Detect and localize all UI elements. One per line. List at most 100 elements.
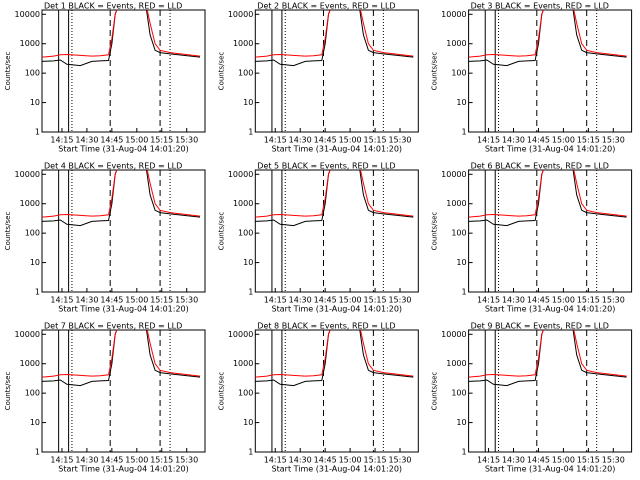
y-tick-label: 10 bbox=[243, 98, 253, 107]
x-tick-label: 14:15 bbox=[264, 296, 287, 305]
x-tick-label: 15:15 bbox=[364, 136, 387, 145]
x-tick-label: 15:30 bbox=[175, 456, 198, 465]
x-tick-label: 15:30 bbox=[602, 296, 625, 305]
y-axis-label: Counts/sec bbox=[4, 372, 12, 411]
x-tick-label: 14:45 bbox=[314, 296, 337, 305]
x-tick-label: 14:45 bbox=[100, 296, 123, 305]
x-tick-label: 14:30 bbox=[502, 136, 525, 145]
x-tick-label: 15:00 bbox=[339, 296, 362, 305]
y-tick-label: 10 bbox=[243, 418, 253, 427]
y-tick-label: 1000 bbox=[20, 199, 40, 208]
y-tick-label: 10 bbox=[456, 98, 466, 107]
x-axis-label: Start Time (31-Aug-04 14:01:20) bbox=[272, 145, 403, 154]
x-tick-label: 15:15 bbox=[150, 136, 173, 145]
y-tick-label: 100 bbox=[25, 69, 40, 78]
x-tick-label: 15:00 bbox=[125, 136, 148, 145]
panel: 1 10 100 1000 10000 14:15 14:30 14:45 15:00 15:15… bbox=[431, 2, 633, 154]
y-tick-label: 10000 bbox=[15, 10, 40, 19]
plot-frame bbox=[468, 169, 633, 293]
plot-frame bbox=[41, 169, 206, 293]
panel-title: Det 4 BLACK = Events, RED = LLD bbox=[44, 162, 182, 171]
x-axis-label: Start Time (31-Aug-04 14:01:20) bbox=[272, 465, 403, 474]
series-line bbox=[255, 10, 414, 67]
x-tick-label: 14:15 bbox=[264, 136, 287, 145]
y-axis-label: Counts/sec bbox=[431, 52, 439, 91]
x-tick-label: 14:30 bbox=[75, 136, 98, 145]
series-line bbox=[255, 170, 414, 218]
x-tick-label: 15:15 bbox=[577, 296, 600, 305]
plot-content bbox=[255, 330, 414, 452]
series-line bbox=[468, 10, 627, 58]
plot-frame bbox=[254, 169, 419, 293]
y-tick-label: 100 bbox=[25, 229, 40, 238]
y-tick-label: 100 bbox=[238, 229, 253, 238]
x-tick-label: 15:15 bbox=[364, 456, 387, 465]
x-tick-label: 14:15 bbox=[477, 456, 500, 465]
x-tick-label: 14:15 bbox=[264, 456, 287, 465]
y-tick-label: 1 bbox=[462, 288, 467, 297]
x-tick-label: 14:45 bbox=[100, 136, 123, 145]
x-tick-label: 15:30 bbox=[602, 136, 625, 145]
y-tick-label: 10000 bbox=[15, 170, 40, 179]
panel-title: Det 1 BLACK = Events, RED = LLD bbox=[44, 2, 182, 11]
series-line bbox=[468, 170, 627, 218]
x-tick-label: 14:15 bbox=[477, 136, 500, 145]
series-line bbox=[255, 170, 414, 227]
y-tick-label: 100 bbox=[238, 389, 253, 398]
y-tick-label: 10 bbox=[243, 258, 253, 267]
x-tick-label: 14:15 bbox=[50, 136, 73, 145]
plot-content bbox=[255, 170, 414, 292]
series-line bbox=[255, 330, 414, 378]
panel: 1 10 100 1000 10000 14:15 14:30 14:45 15:00 15:15… bbox=[431, 162, 633, 314]
y-tick-label: 1 bbox=[462, 128, 467, 137]
y-tick-label: 1000 bbox=[233, 39, 253, 48]
series-line bbox=[468, 10, 627, 67]
series-line bbox=[255, 10, 414, 58]
y-tick-label: 10000 bbox=[228, 330, 253, 339]
plot-content bbox=[468, 170, 627, 292]
plot-content bbox=[42, 10, 201, 132]
series-line bbox=[42, 170, 201, 218]
panel-title: Det 7 BLACK = Events, RED = LLD bbox=[44, 322, 182, 331]
series-line bbox=[468, 330, 627, 378]
panel: 1 10 100 1000 10000 14:15 14:30 14:45 15:00 15:15… bbox=[4, 162, 206, 314]
y-tick-label: 1 bbox=[248, 448, 253, 457]
x-tick-label: 15:15 bbox=[150, 456, 173, 465]
x-axis-label: Start Time (31-Aug-04 14:01:20) bbox=[58, 465, 189, 474]
y-tick-label: 10000 bbox=[228, 170, 253, 179]
y-tick-label: 10000 bbox=[441, 170, 466, 179]
y-axis-label: Counts/sec bbox=[4, 52, 12, 91]
x-tick-label: 15:00 bbox=[339, 136, 362, 145]
x-tick-label: 15:30 bbox=[175, 136, 198, 145]
panel-title: Det 9 BLACK = Events, RED = LLD bbox=[471, 322, 609, 331]
y-tick-label: 1 bbox=[462, 448, 467, 457]
x-tick-label: 14:45 bbox=[527, 456, 550, 465]
y-tick-label: 10000 bbox=[441, 10, 466, 19]
plot-content bbox=[255, 10, 414, 132]
x-tick-label: 14:45 bbox=[527, 296, 550, 305]
x-tick-label: 15:30 bbox=[175, 296, 198, 305]
series-line bbox=[468, 170, 627, 227]
y-tick-label: 100 bbox=[451, 69, 466, 78]
y-axis-label: Counts/sec bbox=[217, 52, 225, 91]
x-tick-label: 14:45 bbox=[100, 456, 123, 465]
x-tick-label: 15:00 bbox=[339, 456, 362, 465]
x-axis-label: Start Time (31-Aug-04 14:01:20) bbox=[485, 305, 616, 314]
panel-title: Det 3 BLACK = Events, RED = LLD bbox=[471, 2, 609, 11]
x-tick-label: 14:15 bbox=[50, 296, 73, 305]
y-tick-label: 10 bbox=[30, 98, 40, 107]
x-tick-label: 14:45 bbox=[527, 136, 550, 145]
series-line bbox=[255, 330, 414, 387]
y-tick-label: 1000 bbox=[20, 359, 40, 368]
x-tick-label: 14:30 bbox=[75, 296, 98, 305]
y-tick-label: 1 bbox=[248, 288, 253, 297]
y-tick-label: 1000 bbox=[446, 359, 466, 368]
y-tick-label: 100 bbox=[238, 69, 253, 78]
panel-title: Det 2 BLACK = Events, RED = LLD bbox=[257, 2, 395, 11]
y-tick-label: 1000 bbox=[446, 39, 466, 48]
x-tick-label: 15:00 bbox=[552, 296, 575, 305]
y-axis-label: Counts/sec bbox=[217, 212, 225, 251]
y-tick-label: 1000 bbox=[20, 39, 40, 48]
